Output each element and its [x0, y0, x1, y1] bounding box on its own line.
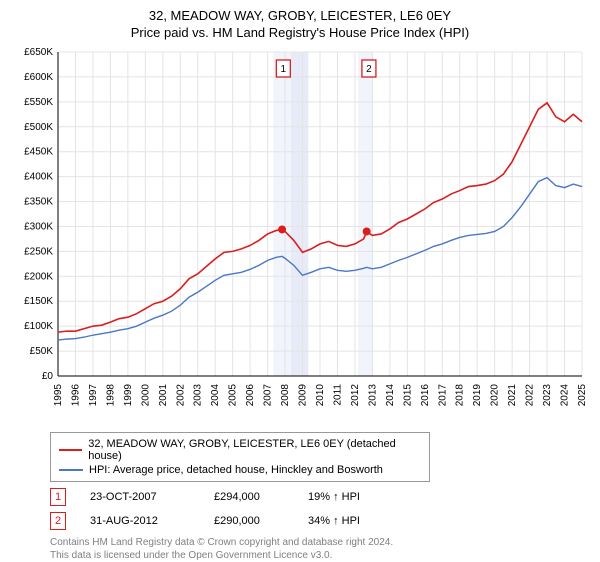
svg-text:2004: 2004: [210, 383, 221, 406]
marker-dot-m2: [363, 227, 371, 235]
svg-text:1996: 1996: [70, 383, 81, 406]
transaction-row: 1 23-OCT-2007 £294,000 19% ↑ HPI: [50, 488, 590, 506]
svg-text:1997: 1997: [88, 383, 99, 406]
svg-text:2021: 2021: [507, 383, 518, 406]
svg-text:2025: 2025: [577, 383, 588, 406]
svg-text:2006: 2006: [245, 383, 256, 406]
transactions-list: 1 23-OCT-2007 £294,000 19% ↑ HPI 2 31-AUG-201…: [50, 488, 590, 530]
svg-text:2023: 2023: [542, 383, 553, 406]
legend-swatch: [59, 469, 83, 471]
svg-text:2013: 2013: [367, 383, 378, 406]
svg-text:£250K: £250K: [24, 246, 53, 257]
transaction-price: £290,000: [214, 515, 284, 527]
page-title: 32, MEADOW WAY, GROBY, LEICESTER, LE6 0E…: [10, 8, 590, 25]
svg-text:2011: 2011: [332, 383, 343, 405]
svg-text:2024: 2024: [560, 383, 571, 406]
svg-text:1999: 1999: [123, 383, 134, 406]
svg-text:1998: 1998: [105, 383, 116, 406]
transaction-date: 23-OCT-2007: [90, 491, 190, 503]
page-subtitle: Price paid vs. HM Land Registry's House …: [10, 25, 590, 40]
svg-text:2003: 2003: [193, 383, 204, 406]
svg-text:1: 1: [281, 64, 287, 75]
svg-text:2001: 2001: [158, 383, 169, 406]
svg-text:£650K: £650K: [24, 47, 53, 58]
svg-text:£550K: £550K: [24, 97, 53, 108]
svg-text:£500K: £500K: [24, 122, 53, 133]
svg-text:2008: 2008: [280, 383, 291, 406]
svg-text:2: 2: [366, 64, 372, 75]
svg-text:£150K: £150K: [24, 296, 53, 307]
transaction-delta: 19% ↑ HPI: [308, 491, 360, 503]
line-chart: £0 £50K £100K £150K £200K £250K £300K £350K £400…: [10, 46, 590, 426]
svg-text:2016: 2016: [420, 383, 431, 406]
svg-text:2017: 2017: [437, 383, 448, 406]
transaction-row: 2 31-AUG-2012 £290,000 34% ↑ HPI: [50, 512, 590, 530]
svg-text:2002: 2002: [175, 383, 186, 406]
svg-text:2015: 2015: [402, 383, 413, 406]
svg-text:2009: 2009: [298, 383, 309, 406]
legend: 32, MEADOW WAY, GROBY, LEICESTER, LE6 0E…: [50, 432, 430, 482]
svg-text:2012: 2012: [350, 383, 361, 406]
svg-text:2018: 2018: [455, 383, 466, 406]
svg-text:2022: 2022: [525, 383, 536, 406]
legend-item: HPI: Average price, detached house, Hinc…: [59, 463, 421, 477]
svg-text:£50K: £50K: [30, 346, 54, 357]
svg-text:£450K: £450K: [24, 147, 53, 158]
svg-text:2019: 2019: [472, 383, 483, 406]
legend-swatch: [59, 449, 82, 451]
svg-text:£0: £0: [42, 371, 54, 382]
svg-text:£300K: £300K: [24, 221, 53, 232]
svg-text:2014: 2014: [385, 383, 396, 406]
footer-note: Contains HM Land Registry data © Crown c…: [50, 536, 590, 562]
chart-container: 32, MEADOW WAY, GROBY, LEICESTER, LE6 0E…: [0, 0, 600, 560]
svg-text:£600K: £600K: [24, 72, 53, 83]
legend-label: 32, MEADOW WAY, GROBY, LEICESTER, LE6 0E…: [88, 438, 421, 462]
svg-text:2000: 2000: [140, 383, 151, 406]
chart-area: £0 £50K £100K £150K £200K £250K £300K £350K £400…: [10, 46, 590, 426]
svg-text:1995: 1995: [53, 383, 64, 406]
transaction-date: 31-AUG-2012: [90, 515, 190, 527]
svg-text:2010: 2010: [315, 383, 326, 406]
footer-line-1: Contains HM Land Registry data © Crown c…: [50, 536, 590, 549]
svg-text:2005: 2005: [228, 383, 239, 406]
legend-label: HPI: Average price, detached house, Hinc…: [89, 464, 383, 476]
svg-text:£100K: £100K: [24, 321, 53, 332]
svg-text:2020: 2020: [490, 383, 501, 406]
svg-text:£400K: £400K: [24, 172, 53, 183]
svg-text:£200K: £200K: [24, 271, 53, 282]
transaction-badge: 2: [50, 512, 66, 530]
svg-text:£350K: £350K: [24, 196, 53, 207]
svg-text:2007: 2007: [263, 383, 274, 406]
marker-dot-m1: [278, 225, 286, 233]
transaction-badge: 1: [50, 488, 66, 506]
transaction-price: £294,000: [214, 491, 284, 503]
legend-item: 32, MEADOW WAY, GROBY, LEICESTER, LE6 0E…: [59, 437, 421, 463]
transaction-delta: 34% ↑ HPI: [308, 515, 360, 527]
